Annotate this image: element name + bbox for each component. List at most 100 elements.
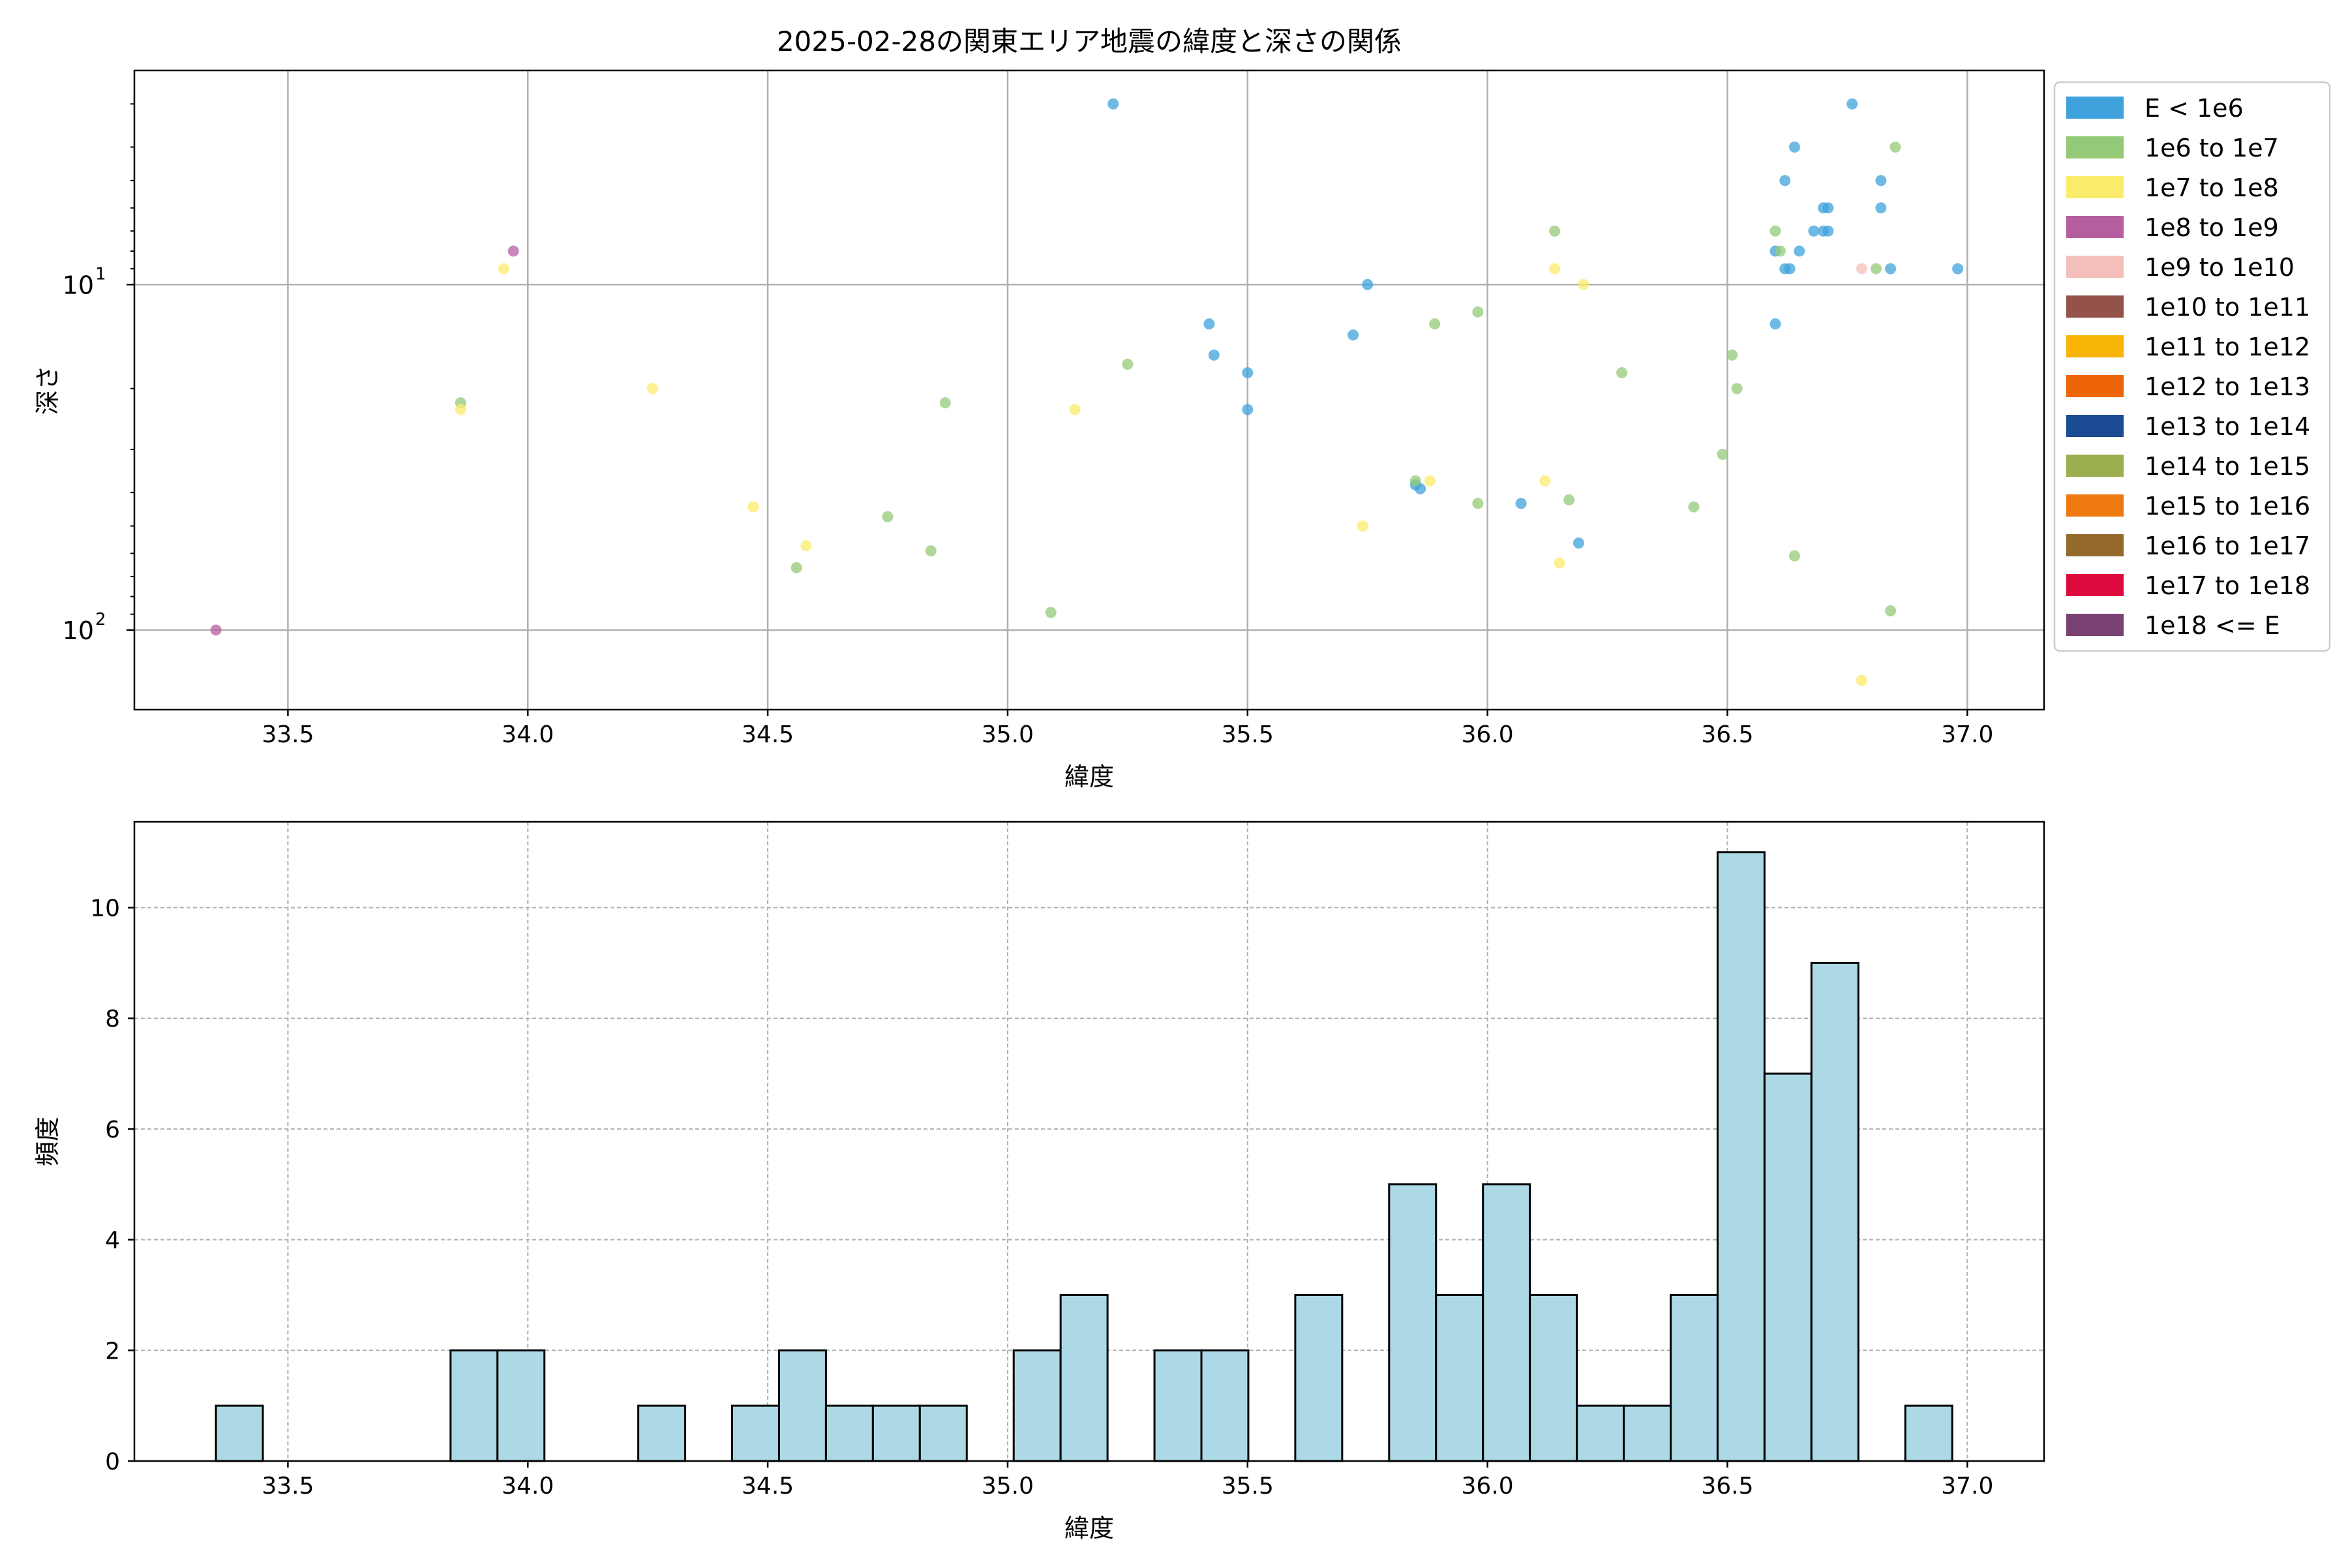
scatter-point (1424, 475, 1436, 487)
scatter-point (1242, 367, 1254, 378)
scatter-point (507, 245, 519, 257)
hist-bar (449, 1349, 499, 1462)
scatter-point (1875, 202, 1887, 214)
hist-bar (1294, 1293, 1344, 1462)
hist-bar (1059, 1293, 1109, 1462)
hist-xtick-label: 34.5 (742, 1473, 794, 1500)
legend-swatch (2066, 375, 2124, 397)
hist-bar (1482, 1183, 1531, 1462)
scatter-point (1717, 449, 1728, 460)
scatter-ytick-label: 10 (63, 616, 94, 645)
hist-ytick-label: 10 (90, 896, 120, 922)
scatter-point (1875, 175, 1887, 187)
legend-label: 1e11 to 1e12 (2145, 333, 2310, 361)
scatter-point (1122, 358, 1134, 370)
scatter-ytick-exponent: 1 (95, 264, 106, 284)
hist-xtick-label: 36.5 (1701, 1473, 1753, 1500)
hist-bar (1576, 1404, 1625, 1462)
scatter-point (1357, 520, 1368, 532)
hist-bar (637, 1404, 687, 1462)
hist-bar (1529, 1293, 1578, 1462)
scatter-point (1242, 404, 1254, 415)
legend-swatch (2066, 534, 2124, 556)
scatter-point (1822, 202, 1834, 214)
scatter-point (1549, 263, 1561, 275)
scatter-xlabel: 緯度 (1064, 762, 1114, 791)
scatter-point (747, 501, 759, 513)
hist-bar (824, 1404, 874, 1462)
scatter-point (1808, 225, 1820, 237)
legend-swatch (2066, 295, 2124, 318)
scatter-point (1794, 245, 1805, 257)
scatter-point (800, 540, 812, 552)
scatter-xtick-label: 37.0 (1941, 721, 1993, 748)
scatter-point (1788, 550, 1800, 562)
chart-title: 2025-02-28の関東エリア地震の緯度と深さの関係 (777, 25, 1402, 57)
hist-xtick-label: 36.0 (1462, 1473, 1514, 1500)
hist-bar (1763, 1072, 1813, 1462)
hist-xlabel: 緯度 (1064, 1514, 1114, 1543)
legend-swatch (2066, 415, 2124, 437)
hist-frame (133, 821, 2045, 1462)
scatter-point (1952, 263, 1964, 275)
legend-box (2053, 81, 2331, 652)
scatter-ylabel: 深さ (33, 365, 62, 415)
legend-swatch (2066, 216, 2124, 238)
scatter-series (1856, 263, 1867, 275)
scatter-xtick-label: 35.0 (982, 721, 1034, 748)
scatter-point (1429, 318, 1441, 330)
scatter-point (1515, 498, 1527, 509)
hist-bar (871, 1404, 921, 1462)
legend-swatch (2066, 335, 2124, 357)
scatter-point (1472, 498, 1484, 509)
hist-xtick-label: 37.0 (1941, 1473, 1993, 1500)
legend-label: 1e6 to 1e7 (2145, 134, 2279, 162)
legend-label: 1e12 to 1e13 (2145, 372, 2310, 401)
scatter-xtick-label: 34.0 (502, 721, 554, 748)
scatter-series (1107, 98, 1964, 549)
hist-ytick-label: 4 (105, 1228, 120, 1254)
legend-label: 1e18 <= E (2145, 611, 2280, 640)
scatter-point (1578, 279, 1589, 290)
scatter-point (1769, 225, 1781, 237)
hist-bar (496, 1349, 546, 1462)
legend-label: 1e14 to 1e15 (2145, 452, 2310, 481)
hist-bar (731, 1404, 780, 1462)
scatter-xtick-label: 36.5 (1701, 721, 1753, 748)
scatter-point (1107, 98, 1119, 110)
hist-ytick-label: 8 (105, 1006, 120, 1033)
hist-ytick-label: 6 (105, 1117, 120, 1143)
hist-xtick-label: 35.0 (982, 1473, 1034, 1500)
scatter-point (1045, 607, 1057, 618)
scatter-point (647, 383, 659, 395)
hist-xtick-label: 35.5 (1222, 1473, 1274, 1500)
hist-bars (215, 851, 1953, 1462)
scatter-series (210, 245, 519, 636)
legend-label: 1e16 to 1e17 (2145, 532, 2310, 560)
hist-bar (215, 1404, 264, 1462)
legend-swatch (2066, 574, 2124, 596)
hist-bar (1669, 1293, 1719, 1462)
hist-bar (918, 1404, 968, 1462)
hist-ytick-label: 0 (105, 1449, 120, 1475)
scatter-point (939, 397, 951, 409)
hist-bar (777, 1349, 827, 1462)
legend-swatch (2066, 97, 2124, 119)
scatter-series (455, 263, 1867, 686)
legend-swatch (2066, 256, 2124, 278)
legend-label: 1e9 to 1e10 (2145, 253, 2295, 282)
scatter-point (1788, 142, 1800, 153)
scatter-point (1774, 245, 1786, 257)
scatter-xtick-label: 36.0 (1462, 721, 1514, 748)
hist-bar (1435, 1293, 1484, 1462)
scatter-series (455, 142, 1901, 618)
scatter-point (1885, 263, 1897, 275)
scatter-point (1472, 306, 1484, 318)
scatter-point (1856, 674, 1867, 686)
legend-swatch (2066, 494, 2124, 517)
hist-ytick-label: 2 (105, 1338, 120, 1364)
scatter-point (882, 511, 894, 522)
legend-label: 1e7 to 1e8 (2145, 173, 2279, 202)
scatter-point (1779, 175, 1791, 187)
